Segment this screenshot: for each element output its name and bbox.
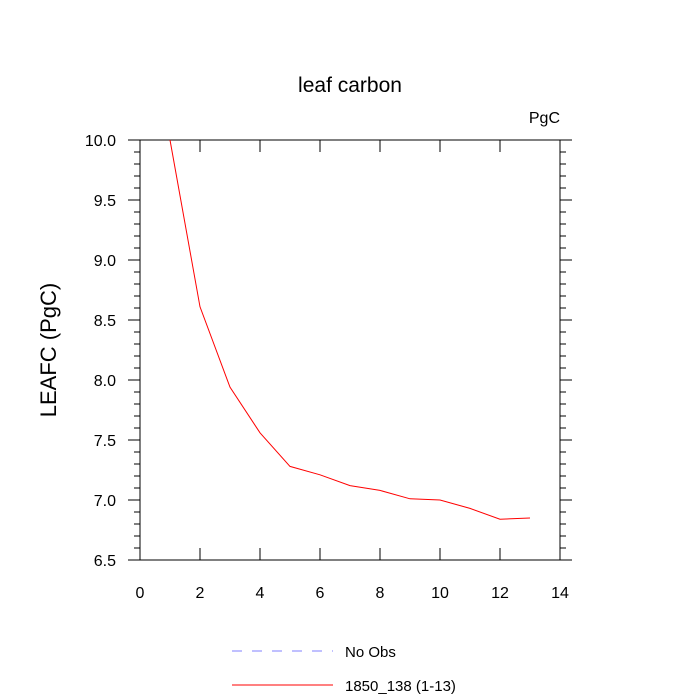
y-tick-label: 10.0 — [85, 133, 116, 150]
y-tick-label: 9.0 — [94, 253, 116, 270]
plot-frame — [139, 139, 561, 561]
x-tick-label: 10 — [431, 585, 449, 602]
x-tick-label: 2 — [196, 585, 205, 602]
y-axis-label: LEAFC (PgC) — [36, 283, 61, 417]
y-tick-label: 7.0 — [94, 493, 116, 510]
y-tick-label: 9.5 — [94, 193, 116, 210]
y-tick-label: 6.5 — [94, 553, 116, 570]
x-tick-label: 6 — [316, 585, 325, 602]
units-label: PgC — [529, 110, 560, 127]
legend-label: No Obs — [345, 644, 396, 661]
x-tick-label: 14 — [551, 585, 569, 602]
y-tick-label: 7.5 — [94, 433, 116, 450]
y-tick-label: 8.5 — [94, 313, 116, 330]
chart-title: leaf carbon — [298, 74, 402, 97]
legend: No Obs 1850_138 (1-13) — [232, 644, 456, 695]
x-tick-label: 12 — [491, 585, 509, 602]
axis-ticks: 0 2 4 6 8 10 12 14 6.5 7.0 7.5 8.0 8.5 9.0 9.5 10.0 — [85, 133, 572, 602]
y-tick-label: 8.0 — [94, 373, 116, 390]
legend-label: 1850_138 (1-13) — [345, 678, 456, 695]
x-tick-label: 0 — [136, 585, 145, 602]
x-tick-label: 8 — [376, 585, 385, 602]
series-line — [169, 139, 531, 520]
series-lines — [169, 139, 531, 520]
x-tick-label: 4 — [256, 585, 265, 602]
